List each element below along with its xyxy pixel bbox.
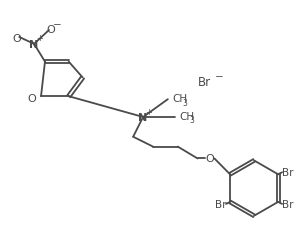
Text: Br: Br <box>215 199 226 209</box>
Text: O: O <box>205 154 214 164</box>
Text: 3: 3 <box>190 116 195 125</box>
Text: +: + <box>36 34 43 43</box>
Text: Br: Br <box>282 168 294 177</box>
Text: O: O <box>13 34 22 44</box>
Text: N: N <box>29 40 39 50</box>
Text: −: − <box>214 72 223 82</box>
Text: O: O <box>27 94 36 104</box>
Text: Br: Br <box>282 199 294 209</box>
Text: CH: CH <box>180 112 195 121</box>
Text: CH: CH <box>173 94 188 104</box>
Text: −: − <box>53 20 61 30</box>
Text: O: O <box>47 25 55 35</box>
Text: 3: 3 <box>183 98 188 107</box>
Text: +: + <box>146 107 153 116</box>
Text: N: N <box>138 112 148 123</box>
Text: Br: Br <box>198 76 211 89</box>
